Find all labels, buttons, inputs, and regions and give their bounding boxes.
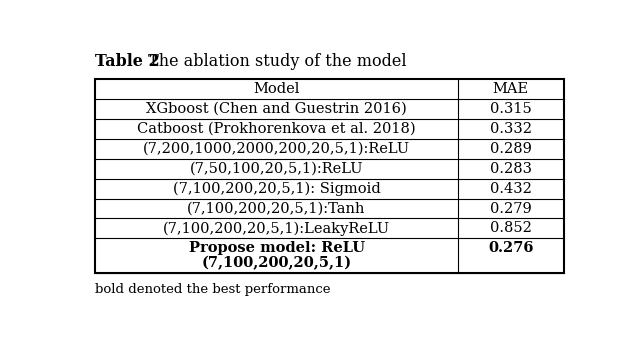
Text: (7,100,200,20,5,1):LeakyReLU: (7,100,200,20,5,1):LeakyReLU [163, 221, 390, 236]
Text: XGboost (Chen and Guestrin 2016): XGboost (Chen and Guestrin 2016) [146, 102, 407, 116]
Text: MAE: MAE [493, 82, 529, 96]
Text: 0.432: 0.432 [490, 182, 532, 196]
Text: (7,200,1000,2000,200,20,5,1):ReLU: (7,200,1000,2000,200,20,5,1):ReLU [143, 142, 410, 156]
Text: 0.332: 0.332 [490, 122, 532, 136]
Text: 0.315: 0.315 [490, 102, 532, 116]
Text: 0.276: 0.276 [488, 241, 534, 255]
Text: bold denoted the best performance: bold denoted the best performance [95, 283, 330, 296]
Text: Propose model: ReLU: Propose model: ReLU [189, 241, 365, 255]
Text: 0.283: 0.283 [490, 162, 532, 176]
Text: Catboost (Prokhorenkova et al. 2018): Catboost (Prokhorenkova et al. 2018) [137, 122, 416, 136]
Text: (7,100,200,20,5,1): Sigmoid: (7,100,200,20,5,1): Sigmoid [173, 181, 380, 196]
Text: The ablation study of the model: The ablation study of the model [143, 53, 407, 70]
Text: 0.279: 0.279 [490, 202, 532, 216]
Text: (7,50,100,20,5,1):ReLU: (7,50,100,20,5,1):ReLU [189, 162, 364, 176]
Text: Model: Model [253, 82, 300, 96]
Text: 0.852: 0.852 [490, 221, 532, 235]
Text: Table 2: Table 2 [95, 53, 159, 70]
Text: (7,100,200,20,5,1): (7,100,200,20,5,1) [202, 256, 351, 271]
Text: 0.289: 0.289 [490, 142, 532, 156]
Bar [95, 79, 564, 273]
Text: (7,100,200,20,5,1):Tanh: (7,100,200,20,5,1):Tanh [188, 202, 365, 216]
